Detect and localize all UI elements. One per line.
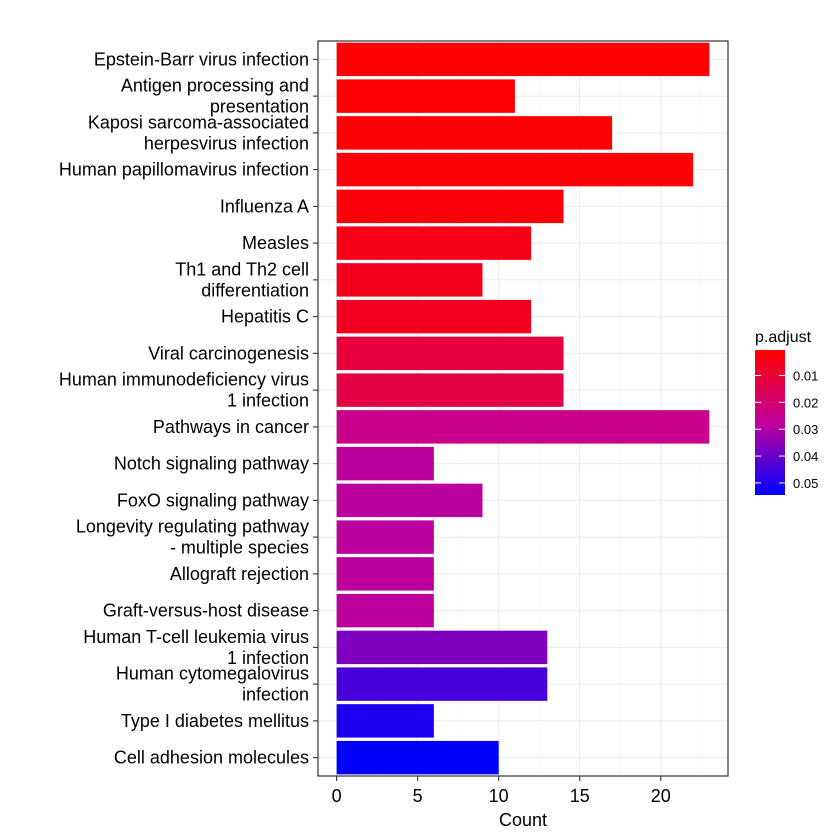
- bar: [336, 226, 532, 260]
- colorbar-tick-label: 0.03: [793, 422, 818, 437]
- category-label: Th1 and Th2 cell differentiation: [175, 259, 309, 300]
- category-label: Measles: [242, 233, 309, 253]
- x-tick-label: 10: [489, 786, 509, 806]
- colorbar-ticks: 0.01 0.02 0.03 0.04 0.05: [755, 369, 818, 491]
- bar: [336, 299, 532, 334]
- bars: [336, 42, 710, 775]
- x-tick-label: 15: [570, 786, 590, 806]
- category-label: Viral carcinogenesis: [148, 343, 309, 363]
- x-tick-label: 20: [651, 786, 671, 806]
- bar: [336, 704, 434, 738]
- color-legend: p.adjust 0.01 0.02 0.03 0.04 0.05: [755, 329, 818, 495]
- bar: [336, 189, 564, 224]
- category-label: Cell adhesion molecules: [114, 748, 309, 768]
- bar: [336, 520, 434, 554]
- category-label: Human T-cell leukemia virus 1 infection: [83, 627, 309, 668]
- category-label: Type I diabetes mellitus: [121, 711, 309, 731]
- bar: [336, 263, 483, 297]
- category-label: Notch signaling pathway: [114, 454, 309, 474]
- category-label: Human cytomegalovirus infection: [116, 664, 309, 705]
- bar: [336, 557, 434, 591]
- x-axis: 0 5 10 15 20: [332, 776, 671, 806]
- legend-title: p.adjust: [755, 329, 812, 346]
- bar: [336, 740, 499, 775]
- bar: [336, 116, 613, 150]
- category-label: Epstein-Barr virus infection: [94, 49, 309, 69]
- colorbar-tick-label: 0.05: [793, 476, 818, 491]
- category-label: Longevity regulating pathway - multiple s…: [76, 517, 309, 558]
- bar: [336, 630, 548, 665]
- category-label: Human papillomavirus infection: [59, 160, 309, 180]
- bar: [336, 667, 548, 701]
- category-label: Pathways in cancer: [153, 417, 309, 437]
- x-tick-label: 0: [332, 786, 342, 806]
- x-tick-label: 5: [413, 786, 423, 806]
- panel-border: [317, 40, 729, 777]
- colorbar-tick-label: 0.01: [793, 369, 818, 384]
- bar: [336, 42, 710, 77]
- category-label: Allograft rejection: [170, 564, 309, 584]
- bar: [336, 373, 564, 407]
- bar: [336, 410, 710, 444]
- colorbar-tick-label: 0.04: [793, 449, 818, 464]
- bar: [336, 152, 694, 187]
- bar: [336, 336, 564, 371]
- category-label: Antigen processing and presentation: [121, 76, 309, 117]
- y-axis: Epstein-Barr virus infection Antigen proc…: [59, 49, 318, 768]
- x-axis-title: Count: [499, 810, 547, 830]
- bar: [336, 79, 515, 113]
- bar: [336, 446, 434, 481]
- colorbar-tick-label: 0.02: [793, 395, 818, 410]
- category-label: Hepatitis C: [221, 307, 309, 327]
- colorbar: [755, 350, 785, 495]
- category-label: Kaposi sarcoma-associated herpesvirus inf…: [88, 112, 309, 153]
- category-label: Influenza A: [220, 196, 309, 216]
- category-label: Graft-versus-host disease: [103, 601, 309, 621]
- bar: [336, 483, 483, 518]
- category-label: FoxO signaling pathway: [117, 490, 309, 510]
- bar: [336, 593, 434, 628]
- category-label: Human immunodeficiency virus 1 infection: [59, 370, 309, 411]
